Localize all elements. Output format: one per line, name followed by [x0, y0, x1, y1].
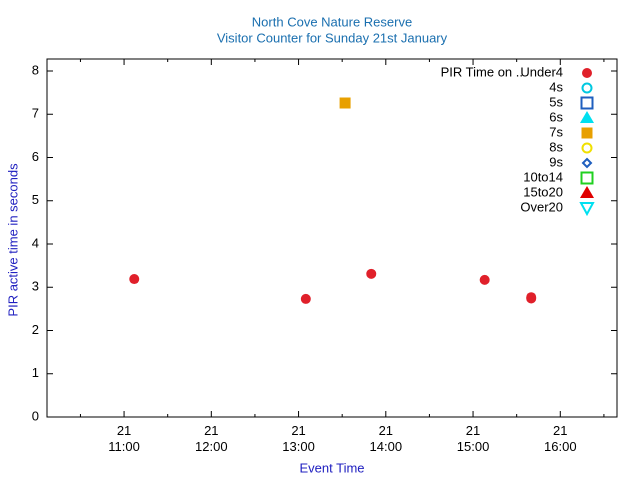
legend-label: 9s	[549, 154, 563, 169]
legend-label: 6s	[549, 109, 563, 124]
legend-marker	[581, 82, 593, 94]
legend-marker	[580, 111, 594, 123]
y-tick-label: 7	[32, 106, 39, 121]
y-tick-label: 2	[32, 322, 39, 337]
legend-marker	[580, 171, 594, 185]
x-tick-label: 21 14:00	[370, 423, 403, 454]
legend-marker	[580, 186, 594, 198]
legend-label: 15to20	[523, 184, 563, 199]
y-tick-label: 5	[32, 192, 39, 207]
legend-marker	[581, 157, 593, 169]
x-axis-label: Event Time	[299, 460, 364, 475]
y-tick-label: 6	[32, 149, 39, 164]
legend-marker	[580, 96, 594, 110]
y-axis-label: PIR active time in seconds	[5, 163, 20, 317]
y-tick-label: 0	[32, 408, 39, 423]
legend-title: PIR Time on ..	[441, 64, 523, 79]
x-tick-label: 21 13:00	[282, 423, 315, 454]
legend-marker	[582, 68, 592, 78]
legend-label: 7s	[549, 124, 563, 139]
legend-marker	[579, 202, 595, 217]
legend-label: Under4	[520, 64, 563, 79]
legend-marker	[581, 142, 593, 154]
x-tick-label: 21 16:00	[544, 423, 577, 454]
legend-label: 8s	[549, 139, 563, 154]
y-tick-label: 4	[32, 235, 39, 250]
point	[300, 293, 311, 304]
x-tick-label: 21 12:00	[195, 423, 228, 454]
point	[526, 293, 537, 304]
point	[339, 97, 351, 109]
plot-frame	[46, 58, 618, 418]
legend-label: 5s	[549, 94, 563, 109]
point	[479, 274, 490, 285]
legend-label: 10to14	[523, 169, 563, 184]
y-tick-label: 1	[32, 365, 39, 380]
y-tick-label: 8	[32, 62, 39, 77]
point	[366, 268, 377, 279]
x-tick-label: 21 15:00	[457, 423, 490, 454]
legend-label: Over20	[520, 199, 563, 214]
y-tick-label: 3	[32, 279, 39, 294]
legend-label: 4s	[549, 79, 563, 94]
chart-subtitle: Visitor Counter for Sunday 21st January	[217, 30, 448, 45]
point	[129, 274, 140, 285]
x-tick-label: 21 11:00	[108, 423, 140, 454]
legend-marker	[581, 127, 593, 139]
chart-title: North Cove Nature Reserve	[252, 14, 412, 29]
